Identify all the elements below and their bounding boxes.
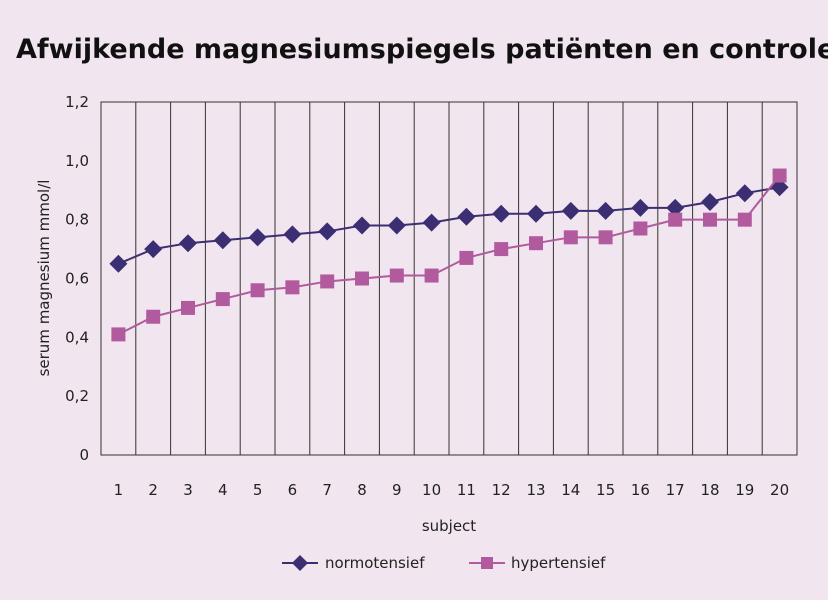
- data-point-hypertensief: [389, 268, 404, 283]
- data-point-hypertensief: [424, 268, 439, 283]
- y-tick-label: 0,2: [65, 387, 89, 405]
- series-layer: [109, 168, 789, 342]
- x-tick-label: 19: [735, 481, 754, 499]
- y-axis-label: serum magnesium mmol/l: [35, 180, 53, 377]
- y-tick-label: 1,0: [65, 152, 89, 170]
- legend-item-hypertensief: hypertensief: [469, 554, 606, 572]
- data-point-normotensief: [109, 254, 128, 273]
- data-point-normotensief: [701, 193, 719, 212]
- data-point-normotensief: [735, 184, 754, 203]
- legend-marker: [292, 555, 308, 571]
- data-point-normotensief: [387, 216, 406, 235]
- data-point-normotensief: [353, 216, 371, 235]
- data-point-hypertensief: [563, 230, 578, 245]
- x-tick-label: 8: [357, 481, 367, 499]
- x-tick-label: 2: [148, 481, 158, 499]
- data-point-hypertensief: [737, 212, 752, 227]
- data-point-hypertensief: [459, 250, 474, 265]
- data-point-normotensief: [144, 240, 163, 259]
- legend-marker: [481, 557, 493, 569]
- x-tick-label: 18: [700, 481, 719, 499]
- y-tick-labels: 0 0,2 0,4 0,6 0,8 1,0 1,2: [65, 93, 89, 464]
- x-tick-label: 3: [183, 481, 193, 499]
- data-point-hypertensief: [355, 271, 369, 286]
- data-point-hypertensief: [146, 309, 161, 324]
- data-point-hypertensief: [633, 221, 648, 236]
- data-point-normotensief: [457, 207, 476, 226]
- data-point-hypertensief: [285, 280, 300, 295]
- data-point-normotensief: [631, 198, 650, 217]
- x-tick-label: 5: [253, 481, 263, 499]
- x-axis-label: subject: [422, 517, 476, 535]
- data-point-hypertensief: [529, 236, 543, 251]
- data-point-normotensief: [283, 225, 302, 244]
- legend: normotensief hypertensief: [282, 554, 606, 572]
- x-tick-label: 13: [526, 481, 545, 499]
- x-tick-label: 15: [596, 481, 615, 499]
- series-normotensief: [109, 178, 789, 273]
- x-tick-label: 12: [492, 481, 511, 499]
- data-point-normotensief: [318, 222, 337, 241]
- data-point-hypertensief: [181, 300, 195, 315]
- x-tick-label: 9: [392, 481, 402, 499]
- legend-label: hypertensief: [511, 554, 606, 572]
- data-point-normotensief: [179, 234, 197, 253]
- y-tick-label: 0,4: [65, 328, 89, 346]
- data-point-normotensief: [492, 204, 511, 223]
- chart-title: Afwijkende magnesiumspiegels patiënten e…: [16, 34, 828, 65]
- x-tick-label: 7: [322, 481, 332, 499]
- data-point-hypertensief: [320, 274, 335, 289]
- x-tick-label: 6: [288, 481, 298, 499]
- x-tick-label: 11: [457, 481, 476, 499]
- data-point-hypertensief: [703, 212, 717, 227]
- data-point-hypertensief: [772, 168, 787, 183]
- data-point-normotensief: [248, 228, 267, 247]
- data-point-hypertensief: [494, 242, 509, 257]
- data-point-hypertensief: [111, 327, 126, 342]
- y-tick-label: 0,6: [65, 270, 89, 288]
- y-tick-label: 0: [79, 446, 89, 464]
- data-point-hypertensief: [215, 292, 230, 307]
- data-point-hypertensief: [598, 230, 613, 245]
- legend-label: normotensief: [325, 554, 425, 572]
- x-tick-label: 1: [114, 481, 124, 499]
- legend-item-normotensief: normotensief: [282, 554, 425, 572]
- data-point-hypertensief: [250, 283, 265, 298]
- data-point-normotensief: [527, 204, 545, 223]
- y-tick-label: 1,2: [65, 93, 89, 111]
- y-tick-label: 0,8: [65, 211, 89, 229]
- gridlines: [135, 102, 763, 455]
- data-point-normotensief: [561, 201, 580, 220]
- x-tick-label: 17: [666, 481, 685, 499]
- data-point-normotensief: [666, 198, 685, 217]
- data-point-hypertensief: [668, 212, 683, 227]
- x-tick-labels: 1 2 3 4 5 6 7 8 9 10 11 12 13 14 15 16 17 18 19 20: [114, 481, 790, 499]
- data-point-normotensief: [596, 201, 615, 220]
- data-point-normotensief: [422, 213, 441, 232]
- x-tick-label: 10: [422, 481, 441, 499]
- x-tick-label: 16: [631, 481, 650, 499]
- series-hypertensief: [111, 168, 787, 342]
- data-point-normotensief: [213, 231, 232, 250]
- x-tick-label: 20: [770, 481, 789, 499]
- x-tick-label: 4: [218, 481, 228, 499]
- x-tick-label: 14: [561, 481, 580, 499]
